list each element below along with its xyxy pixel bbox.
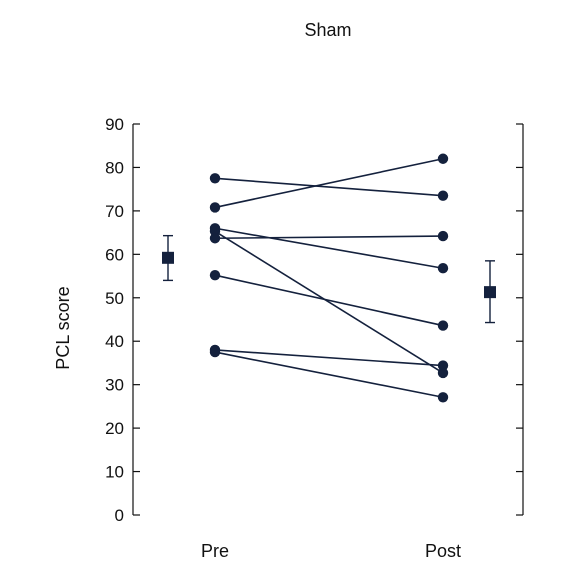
point-post-4 (437, 230, 449, 242)
mean-marker-pre (162, 251, 174, 264)
subject-lines (214, 157, 444, 399)
point-pre-4 (209, 233, 221, 244)
point-post-6 (437, 360, 449, 371)
chart-title: Sham (304, 20, 351, 40)
y-ticks: 0 10 20 30 40 50 60 70 80 90 (105, 115, 523, 525)
point-post-7 (437, 392, 449, 403)
x-tick-label-pre: Pre (201, 541, 229, 561)
subject-line-6 (214, 349, 444, 367)
y-tick-label-4: 40 (105, 332, 124, 351)
y-tick-label-8: 80 (105, 158, 124, 177)
x-tick-label-post: Post (425, 541, 461, 561)
point-post-3 (437, 367, 449, 379)
point-post-0 (437, 190, 449, 201)
y-tick-label-7: 70 (105, 202, 124, 221)
point-pre-1 (209, 202, 221, 213)
summary-markers (162, 234, 496, 324)
y-axis-label: PCL score (53, 286, 73, 369)
subject-line-3 (214, 230, 444, 374)
y-tick-label-6: 60 (105, 245, 124, 264)
y-tick-label-0: 0 (115, 506, 124, 525)
subject-line-0 (214, 177, 444, 197)
mean-marker-post (484, 286, 496, 299)
subject-line-7 (214, 351, 444, 399)
point-post-5 (437, 320, 449, 331)
y-tick-label-3: 30 (105, 376, 124, 395)
subject-points (209, 153, 449, 403)
y-tick-label-9: 90 (105, 115, 124, 134)
y-tick-label-1: 10 (105, 463, 124, 482)
subject-line-2 (214, 227, 444, 270)
point-pre-7 (209, 346, 221, 358)
y-tick-label-2: 20 (105, 419, 124, 438)
subject-line-4 (214, 235, 444, 240)
y-tick-label-5: 50 (105, 289, 124, 308)
point-pre-0 (209, 173, 221, 184)
point-post-2 (437, 263, 449, 274)
x-category-labels: Pre Post (201, 541, 461, 561)
point-post-1 (437, 153, 449, 164)
subject-line-5 (214, 274, 444, 327)
subject-line-1 (214, 157, 444, 209)
point-pre-5 (209, 269, 221, 281)
